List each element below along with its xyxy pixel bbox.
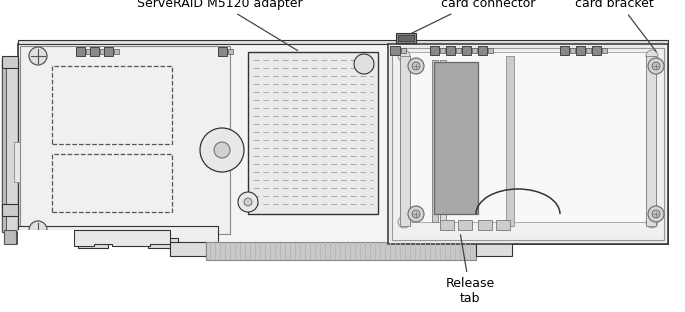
Bar bbox=[646, 56, 656, 226]
Bar bbox=[586, 48, 591, 53]
Circle shape bbox=[412, 62, 420, 70]
Bar bbox=[506, 56, 514, 226]
Bar bbox=[18, 226, 218, 244]
Bar bbox=[148, 238, 178, 248]
Bar bbox=[86, 49, 91, 54]
Bar bbox=[52, 154, 172, 212]
Bar bbox=[440, 60, 446, 222]
Bar bbox=[488, 48, 493, 53]
Bar bbox=[478, 46, 487, 55]
Bar bbox=[400, 56, 410, 226]
Bar bbox=[456, 48, 461, 53]
Bar bbox=[52, 66, 172, 144]
Text: Release
tab: Release tab bbox=[445, 235, 495, 305]
Circle shape bbox=[652, 210, 660, 218]
Polygon shape bbox=[74, 230, 170, 246]
Bar bbox=[570, 48, 575, 53]
Bar bbox=[14, 142, 22, 182]
Circle shape bbox=[412, 210, 420, 218]
Circle shape bbox=[648, 58, 664, 74]
Bar bbox=[2, 60, 18, 232]
Bar bbox=[2, 204, 18, 216]
Bar bbox=[434, 62, 478, 214]
Bar bbox=[78, 238, 108, 248]
Bar bbox=[218, 47, 227, 56]
Bar bbox=[398, 35, 414, 41]
Bar bbox=[446, 46, 455, 55]
Bar bbox=[248, 52, 378, 214]
Bar bbox=[440, 220, 454, 230]
Bar bbox=[390, 46, 400, 55]
Bar bbox=[90, 47, 99, 56]
Bar bbox=[2, 60, 6, 232]
Circle shape bbox=[398, 50, 410, 62]
Bar bbox=[2, 56, 18, 68]
Circle shape bbox=[646, 216, 658, 228]
Bar bbox=[18, 40, 668, 44]
Bar bbox=[100, 49, 105, 54]
Bar bbox=[592, 46, 601, 55]
Bar bbox=[560, 46, 569, 55]
Text: ServeRAID M5120 adapter: ServeRAID M5120 adapter bbox=[137, 0, 303, 51]
Circle shape bbox=[652, 62, 660, 70]
Bar bbox=[430, 46, 439, 55]
Bar bbox=[602, 48, 607, 53]
Bar bbox=[462, 46, 471, 55]
Bar bbox=[478, 220, 492, 230]
Bar bbox=[76, 47, 85, 56]
Bar bbox=[114, 49, 119, 54]
Bar bbox=[496, 220, 510, 230]
Bar bbox=[432, 60, 438, 222]
Circle shape bbox=[244, 198, 252, 206]
Text: Cache
card bracket: Cache card bracket bbox=[575, 0, 656, 52]
Circle shape bbox=[214, 142, 230, 158]
Circle shape bbox=[408, 206, 424, 222]
Bar bbox=[206, 242, 476, 260]
Bar bbox=[18, 44, 668, 244]
Bar bbox=[458, 220, 472, 230]
Bar bbox=[404, 52, 652, 222]
Bar bbox=[388, 44, 668, 244]
Bar bbox=[401, 48, 406, 53]
Text: RAID cache
card connector: RAID cache card connector bbox=[408, 0, 535, 35]
Bar bbox=[472, 48, 477, 53]
Bar bbox=[104, 47, 113, 56]
Circle shape bbox=[29, 221, 47, 239]
Bar bbox=[476, 242, 512, 256]
Bar bbox=[4, 230, 16, 244]
Bar bbox=[228, 49, 233, 54]
Circle shape bbox=[408, 58, 424, 74]
Bar bbox=[396, 33, 416, 43]
Circle shape bbox=[646, 50, 658, 62]
Bar bbox=[20, 46, 230, 234]
Circle shape bbox=[200, 128, 244, 172]
Circle shape bbox=[354, 54, 374, 74]
Bar bbox=[440, 48, 445, 53]
Bar bbox=[18, 230, 74, 246]
Bar bbox=[576, 46, 585, 55]
Bar bbox=[392, 48, 664, 240]
Circle shape bbox=[29, 47, 47, 65]
Circle shape bbox=[238, 192, 258, 212]
Circle shape bbox=[648, 206, 664, 222]
Circle shape bbox=[398, 216, 410, 228]
Bar bbox=[170, 242, 206, 256]
